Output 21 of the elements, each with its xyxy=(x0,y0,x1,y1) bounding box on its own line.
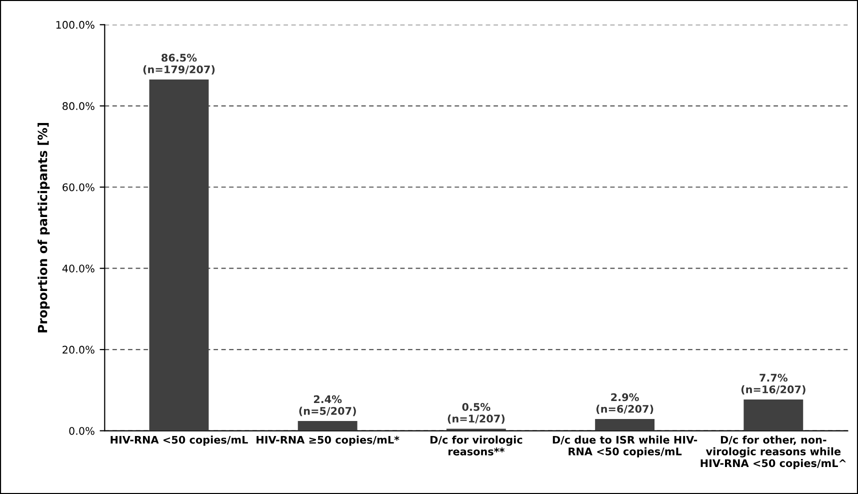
bar xyxy=(595,418,655,431)
x-tick-label: D/c for other, non- virologic reasons while HIV-RNA <50 copies/mL^ xyxy=(700,436,846,470)
y-axis-title: Proportion of participants [%] xyxy=(38,123,50,332)
y-tick-label: 80.0% xyxy=(62,102,94,110)
x-tick-label: HIV-RNA <50 copies/mL xyxy=(110,436,248,446)
x-tick-label: HIV-RNA ≥50 copies/mL* xyxy=(256,436,400,446)
data-label: 2.9% (n=6/207) xyxy=(596,393,654,414)
y-tick-label: 60.0% xyxy=(62,183,94,192)
y-tick-label: 100.0% xyxy=(56,20,94,29)
data-label: 2.4% (n=5/207) xyxy=(299,395,356,416)
y-tick-label: 20.0% xyxy=(62,346,94,354)
bar xyxy=(744,400,804,431)
data-label: 86.5% (n=179/207) xyxy=(143,54,215,75)
data-label: 0.5% (n=1/207) xyxy=(448,403,505,424)
y-tick-label: 40.0% xyxy=(62,264,94,272)
data-label: 7.7% (n=16/207) xyxy=(741,374,806,395)
x-tick-label: D/c due to ISR while HIV- RNA <50 copies/mL xyxy=(552,436,698,458)
y-tick-label: 0.0% xyxy=(69,426,94,435)
x-tick-label: D/c for virologic reasons** xyxy=(430,436,522,456)
bar xyxy=(298,421,358,431)
bar xyxy=(149,80,209,431)
